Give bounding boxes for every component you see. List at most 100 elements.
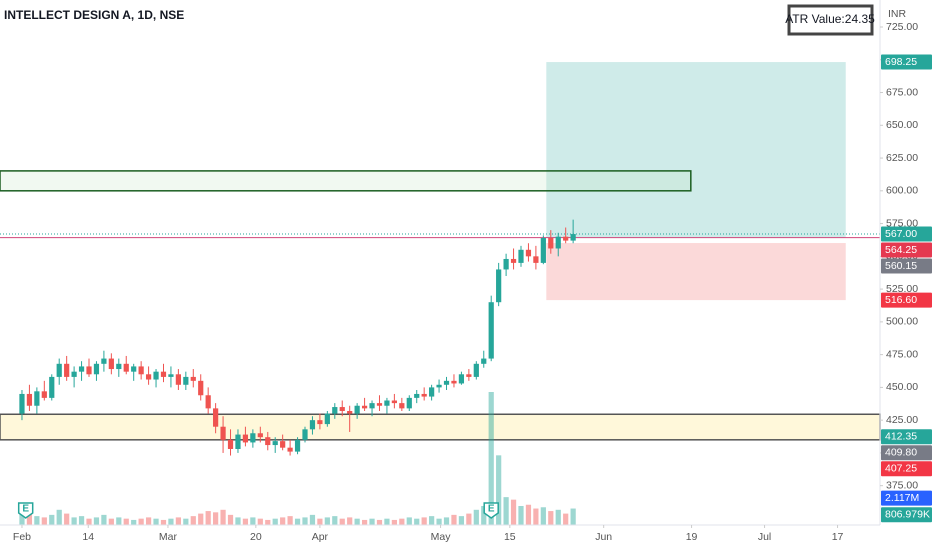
volume-bar [376,519,383,525]
volume-bar [421,517,427,525]
volume-bar [123,518,129,525]
volume-bar [466,513,472,525]
price-tag-label: 516.60 [885,294,917,306]
volume-bar [302,517,308,525]
price-tag-label: 564.25 [885,244,917,256]
x-tick-label: Jun [595,531,612,543]
volume-bar [235,517,241,525]
volume-bar [496,455,502,525]
candle-body [369,403,375,409]
volume-bar [213,512,219,525]
candle-body [213,408,219,427]
price-tag-label: 567.00 [885,228,917,240]
candle-body [354,405,360,414]
volume-bar [451,514,457,525]
volume-bar [488,392,494,525]
volume-bar [361,519,368,525]
candle-body [332,407,338,414]
candle-body [153,371,159,380]
price-tag [881,242,932,258]
candle-body [257,433,263,438]
candle-body [242,434,249,443]
volume-bar [78,516,85,525]
volume-bar [294,518,301,525]
price-tag-label: 560.15 [885,260,917,272]
x-tick-label: 14 [82,531,94,543]
candle-body [198,380,204,396]
volume-bar [242,518,249,525]
y-tick-label: 425.00 [886,414,918,426]
candle-body [473,363,479,377]
candle-body [34,391,40,406]
x-tick-label: Mar [159,531,178,543]
volume-bar [324,517,330,525]
candle-body [302,429,308,440]
candle-body [339,407,345,411]
volume-bar [317,518,323,525]
candle-body [49,376,55,398]
candle-body [160,371,167,377]
volume-bar [533,508,539,525]
candle-body [220,426,226,440]
volume-bar [339,518,345,525]
candle-body [56,363,62,377]
candle-body [19,393,25,414]
volume-bar [101,514,107,525]
volume-bar [555,509,561,525]
candle-body [466,374,472,377]
candle-body [168,374,174,377]
x-tick-label: 20 [250,531,262,543]
y-tick-label: 475.00 [886,348,918,360]
volume-bar [26,511,33,525]
candle-body [525,249,532,257]
volume-bar [183,518,189,525]
volume-bar [272,518,278,525]
price-tag [881,490,932,506]
volume-bar [518,506,524,525]
volume-bar [399,518,405,525]
candle-body [317,420,323,425]
candle-body [570,234,576,241]
candle-body [555,236,561,249]
candle-body [548,237,554,249]
y-tick-label: 525.00 [886,283,918,295]
candle-body [183,376,189,385]
volume-bar [570,508,576,525]
candle-body [496,269,502,303]
volume-bar [481,506,487,525]
x-tick-label: Jul [758,531,771,543]
volume-bar [503,497,509,525]
indicator-box [787,4,874,36]
candle-body [145,374,152,380]
candle-body [309,420,316,430]
volume-bar [265,519,271,525]
candle-body [376,403,383,406]
candle-body [93,363,100,375]
volume-bar [49,514,55,525]
x-tick-label: Apr [312,531,329,543]
y-tick-label: 600.00 [886,185,918,197]
volume-bar [436,518,442,525]
price-tag [881,292,932,308]
volume-bar [56,509,62,525]
volume-bar [227,514,234,525]
candle-body [71,371,77,377]
chart-title: INTELLECT DESIGN A, 1D, NSE [4,8,184,22]
volume-bar [525,504,532,525]
candle-body [205,395,211,409]
volume-bar [540,507,546,525]
volume-bar [205,511,211,525]
candle-body [138,366,144,375]
volume-bar [347,517,353,525]
candle-body [287,447,293,452]
volume-bar [414,518,420,525]
candle-body [227,439,234,449]
volume-bar [19,513,25,525]
candle-body [235,434,241,449]
y-tick-label: 675.00 [886,86,918,98]
price-tag [881,226,932,242]
price-tag [881,445,932,461]
volume-bar [473,509,479,525]
